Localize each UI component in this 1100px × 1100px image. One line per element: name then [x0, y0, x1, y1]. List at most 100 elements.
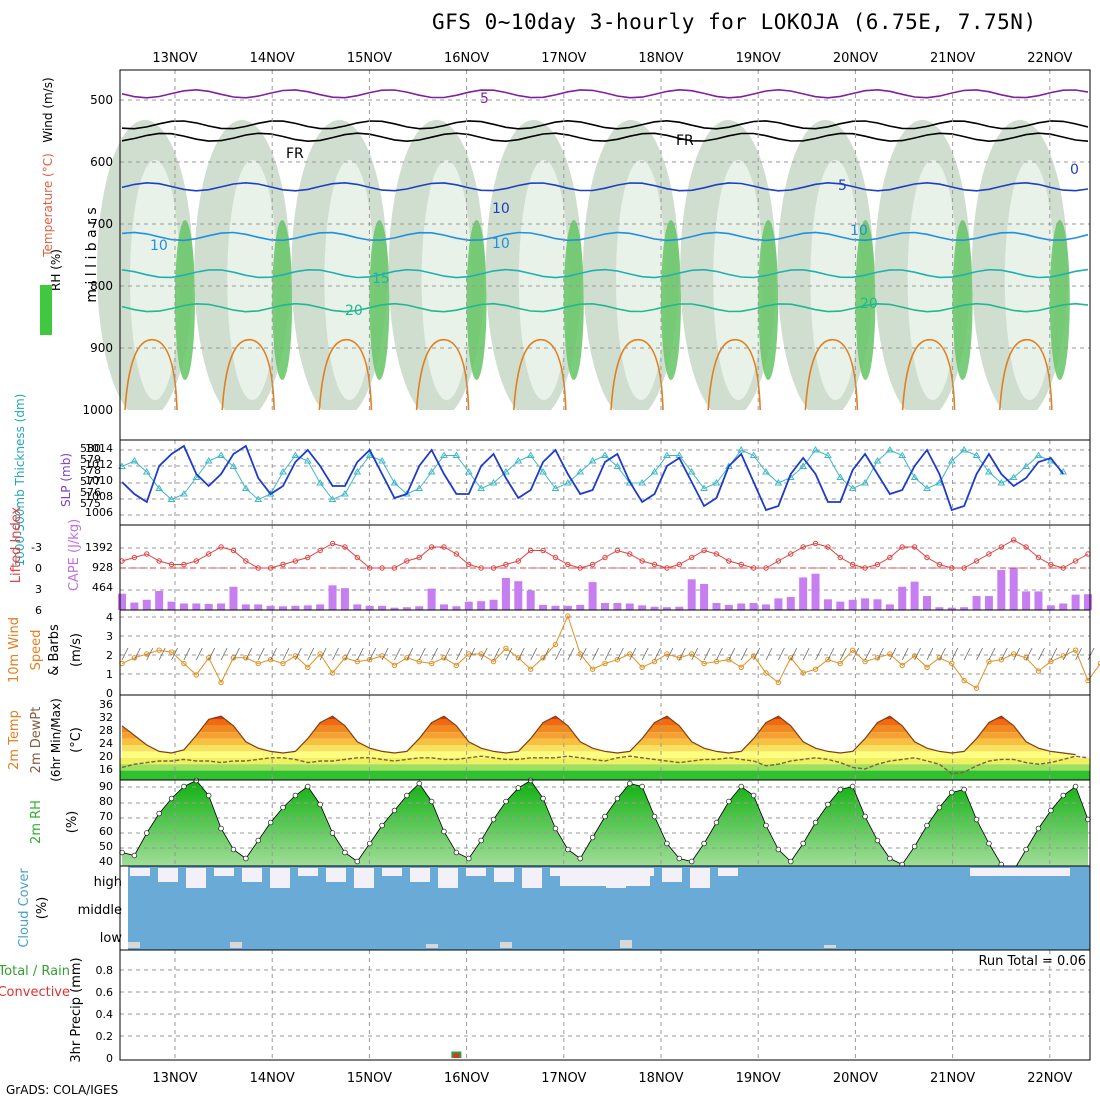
lifted-index-point — [391, 565, 398, 571]
thickness-point — [217, 451, 225, 458]
date-label-bottom: 15NOV — [347, 1071, 392, 1086]
rh-point — [168, 795, 175, 802]
wind-barb — [394, 647, 401, 661]
temp-tick: 28 — [99, 724, 113, 737]
temp-axis-label: 2m DewPt — [29, 707, 44, 774]
lifted-index-point — [602, 554, 608, 561]
thickness-point — [724, 462, 733, 469]
rh-tick: 50 — [99, 840, 113, 853]
cape-bar — [563, 605, 572, 610]
high-cloud-gap — [438, 868, 458, 888]
cape-bar — [662, 607, 671, 610]
chart-title: GFS 0~10day 3-hourly for LOKOJA (6.75E, … — [432, 10, 1037, 34]
thickness-point — [526, 451, 535, 458]
wind-speed-point — [924, 664, 930, 670]
thickness-point — [427, 468, 436, 475]
rh-point — [379, 822, 385, 829]
pressure-tick: 700 — [90, 217, 113, 231]
rh-tick: 70 — [99, 810, 113, 823]
high-cloud-gap — [270, 868, 290, 888]
thickness-point — [799, 462, 808, 469]
temp-tick: 32 — [99, 711, 113, 724]
thickness-point — [910, 473, 919, 480]
low-cloud-bar — [230, 942, 242, 948]
rh-shade-light — [421, 160, 472, 400]
cape-bar — [303, 605, 312, 610]
rh-point — [515, 785, 522, 791]
rh-shade-light — [324, 160, 375, 400]
thickness-point — [464, 468, 473, 475]
rh-point — [1023, 846, 1029, 853]
rh-point — [453, 849, 460, 856]
cape-bar — [514, 581, 523, 610]
wind-barb — [158, 647, 166, 661]
wind-tick: 1 — [106, 668, 113, 681]
rh-point — [651, 813, 658, 820]
cape-bar — [501, 577, 510, 610]
cape-bar — [588, 582, 597, 610]
wind-speed-point — [156, 647, 162, 653]
wind-speed-point — [144, 651, 150, 657]
rh-shade-green — [855, 220, 876, 380]
lifted-index-point — [552, 554, 559, 561]
wind-barb — [678, 647, 686, 661]
rh-shade-green — [369, 220, 390, 380]
wind-axis-label: & Barbs — [47, 624, 62, 676]
surface-contour — [610, 339, 664, 411]
thickness-point — [180, 490, 188, 497]
wind-barb — [579, 647, 587, 661]
rh-point — [503, 798, 509, 805]
rh-tick: 80 — [99, 795, 113, 808]
wind-speed-point — [701, 660, 707, 667]
lifted-index-tick: 0 — [35, 562, 42, 575]
thickness-tick: 580 — [80, 442, 101, 455]
rh-shade-green — [952, 220, 973, 380]
rh-point — [911, 843, 918, 850]
wind-barb — [604, 647, 612, 661]
pressure-tick: 1000 — [82, 403, 113, 417]
cape-bar — [774, 598, 783, 610]
temp-axis-label: 2m Temp — [7, 710, 22, 770]
slp-axis-label: SLP (mb) — [59, 453, 73, 507]
low-cloud-bar — [824, 945, 836, 948]
wind-speed-point — [1010, 651, 1017, 657]
temp-band — [122, 725, 1088, 733]
wind-barb — [641, 647, 649, 661]
rh-shade-light — [227, 160, 278, 400]
rh-point — [664, 840, 670, 847]
cross-section-mask — [120, 410, 1090, 440]
wind-barb — [716, 647, 723, 661]
rh-point — [602, 813, 608, 820]
rh-point — [305, 783, 311, 790]
lifted-index-point — [441, 544, 447, 550]
temp-line — [121, 715, 1076, 756]
wind-barb — [332, 647, 339, 661]
cape-bar — [861, 598, 870, 610]
wind-barb — [852, 647, 860, 661]
wind-barb — [988, 647, 996, 661]
cape-bar — [415, 606, 424, 610]
wind-speed-point — [627, 651, 633, 657]
lifted-index-axis-label: Lifted Index — [9, 506, 24, 583]
cape-bar — [1046, 605, 1055, 610]
lifted-index-point — [998, 544, 1005, 550]
cape-bar — [365, 605, 374, 610]
isotherm — [121, 181, 1089, 192]
rh-point — [701, 840, 707, 847]
temp-tick: 20 — [99, 750, 113, 763]
lifted-index-point — [949, 565, 955, 571]
date-label-top: 14NOV — [250, 51, 295, 66]
thickness-point — [229, 462, 238, 469]
cape-bar — [972, 596, 981, 610]
high-cloud-gap — [522, 868, 542, 888]
rh-point — [540, 795, 546, 802]
lifted-index-point — [466, 561, 472, 568]
rh-point — [342, 849, 348, 856]
thickness-point — [452, 451, 461, 458]
rh-point — [329, 830, 336, 836]
lifted-index-point — [144, 551, 150, 557]
cape-bar — [204, 603, 213, 610]
date-label-bottom: 13NOV — [152, 1071, 197, 1086]
wind-barb — [1013, 647, 1021, 661]
lifted-index-point — [911, 544, 918, 550]
